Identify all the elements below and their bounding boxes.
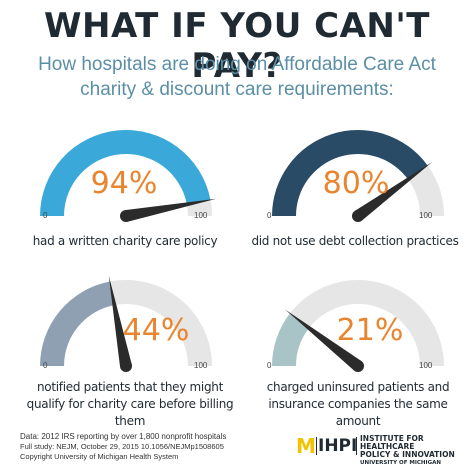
gauge-fill xyxy=(272,313,310,366)
footer-copyright: Copyright University of Michigan Health … xyxy=(20,452,179,461)
gauge-panel-3: 44% 0 100 xyxy=(14,268,242,388)
michigan-m-logo: M xyxy=(296,434,316,458)
gauge-track xyxy=(408,165,444,216)
gauge-1 xyxy=(40,129,217,222)
gauge-track xyxy=(109,280,212,366)
gauge-hub xyxy=(352,360,364,372)
gauge-4-min: 0 xyxy=(267,361,272,370)
gauge-3-percent: 44% xyxy=(122,313,190,348)
gauge-hub xyxy=(352,210,364,222)
logo-line-1: INSTITUTE FOR HEALTHCARE xyxy=(360,434,424,451)
gauge-4-caption: charged uninsured patients and insurance… xyxy=(266,380,450,428)
gauge-needle xyxy=(354,161,433,221)
gauge-2 xyxy=(272,130,444,222)
gauge-panel-1: 94% 0 100 xyxy=(14,118,242,238)
gauge-panel-4: 21% 0 100 xyxy=(246,268,474,388)
ihpi-logo: M IHPI INSTITUTE FOR HEALTHCARE POLICY &… xyxy=(296,434,466,467)
gauge-fill xyxy=(272,130,428,216)
gauge-2-max: 100 xyxy=(419,211,433,220)
footer-study-reference: Full study: NEJM, October 29, 2015 10.10… xyxy=(20,442,224,451)
gauge-needle xyxy=(285,309,362,371)
gauge-track xyxy=(290,280,444,366)
logo-acronym: IHPI xyxy=(318,436,358,456)
gauge-panel-2: 80% 0 100 xyxy=(246,118,474,238)
gauge-2-caption: did not use debt collection practices xyxy=(251,234,459,248)
gauge-1-percent: 94% xyxy=(90,166,158,201)
gauge-fill xyxy=(40,281,115,366)
footer-credits: Data: 2012 IRS reporting by over 1,800 n… xyxy=(20,432,290,462)
page-title: WHAT IF YOU CAN'T PAY? xyxy=(44,6,430,86)
gauge-1-caption: had a written charity care policy xyxy=(32,234,218,248)
gauge-2-min: 0 xyxy=(267,211,272,220)
gauge-fill xyxy=(40,129,211,216)
page-subtitle: How hospitals are doing on Affordable Ca… xyxy=(38,54,436,100)
gauge-3-caption: notified patients that they might qualif… xyxy=(26,380,234,428)
gauge-1-max: 100 xyxy=(194,211,208,220)
gauge-3-max: 100 xyxy=(194,361,208,370)
logo-institute-name: INSTITUTE FOR HEALTHCARE POLICY & INNOVA… xyxy=(360,435,466,467)
gauge-hub xyxy=(120,360,132,372)
gauge-4 xyxy=(272,280,444,372)
gauge-needle xyxy=(108,275,132,368)
logo-line-2: POLICY & INNOVATION xyxy=(360,450,455,459)
gauge-1-min: 0 xyxy=(43,211,48,220)
gauge-hub xyxy=(120,210,132,222)
gauge-4-percent: 21% xyxy=(336,313,404,348)
footer-data-source: Data: 2012 IRS reporting by over 1,800 n… xyxy=(20,432,227,441)
gauge-4-max: 100 xyxy=(419,361,433,370)
gauge-3-min: 0 xyxy=(43,361,48,370)
logo-line-3: UNIVERSITY OF MICHIGAN xyxy=(360,460,441,466)
logo-divider xyxy=(316,437,317,455)
gauge-needle xyxy=(124,198,217,222)
gauge-2-percent: 80% xyxy=(322,166,390,201)
logo-divider xyxy=(356,437,357,455)
gauge-3 xyxy=(40,275,212,372)
